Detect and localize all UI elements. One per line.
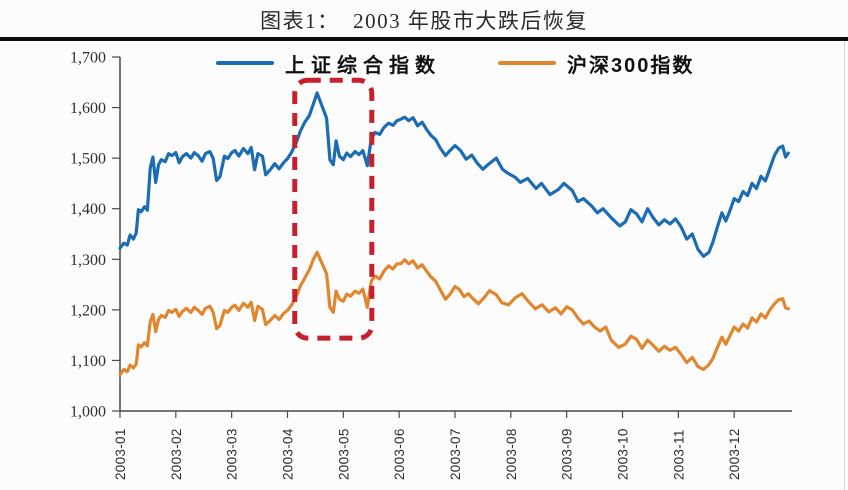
y-axis-tick-label: 1,100 — [70, 353, 106, 370]
x-axis-tick-label: 2003-08 — [504, 428, 519, 480]
legend-line-swatch-orange — [498, 61, 556, 65]
series-line-csi300 — [118, 250, 790, 377]
y-axis-tick-label: 1,300 — [70, 252, 106, 269]
annotation-dashed-box — [292, 77, 375, 341]
y-axis-tick-label: 1,200 — [70, 302, 106, 319]
series-line-sse-composite — [118, 91, 790, 258]
y-axis-tick-label: 1,000 — [70, 404, 106, 421]
y-axis-tick-label: 1,500 — [70, 151, 106, 168]
x-axis-tick-label: 2003-11 — [671, 429, 686, 480]
x-axis-tick-label: 2003-09 — [560, 428, 575, 480]
legend-item-csi300: 沪深300指数 — [498, 51, 695, 77]
x-axis-tick-label: 2003-01 — [113, 428, 128, 480]
y-axis-tick-label: 1,600 — [70, 100, 106, 117]
legend-line-swatch-blue — [216, 61, 274, 65]
x-axis-tick-label: 2003-02 — [169, 428, 184, 480]
x-axis-tick-label: 2003-05 — [336, 428, 351, 480]
chart-title: 图表1： 2003 年股市大跌后恢复 — [260, 9, 588, 33]
x-axis-tick-label: 2003-03 — [225, 428, 240, 480]
legend-label-csi300: 沪深300指数 — [567, 54, 695, 77]
title-divider-rule — [0, 37, 848, 41]
x-axis-tick-label: 2003-12 — [727, 428, 742, 480]
legend-label-sse-composite: 上证综合指数 — [285, 54, 441, 77]
page-right-edge-line — [844, 42, 845, 490]
legend-item-sse-composite: 上证综合指数 — [216, 51, 441, 77]
y-axis-tick-label: 1,700 — [70, 50, 106, 67]
y-axis-tick-label: 1,400 — [70, 201, 106, 218]
x-axis-tick-label: 2003-06 — [392, 428, 407, 480]
x-axis-tick-label: 2003-10 — [616, 428, 631, 480]
x-axis-tick-label: 2003-07 — [448, 428, 463, 480]
x-axis-tick-label: 2003-04 — [281, 428, 296, 480]
